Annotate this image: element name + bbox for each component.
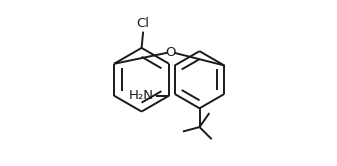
Text: H₂N: H₂N [129,89,154,102]
Text: O: O [165,46,176,59]
Text: Cl: Cl [137,17,150,30]
